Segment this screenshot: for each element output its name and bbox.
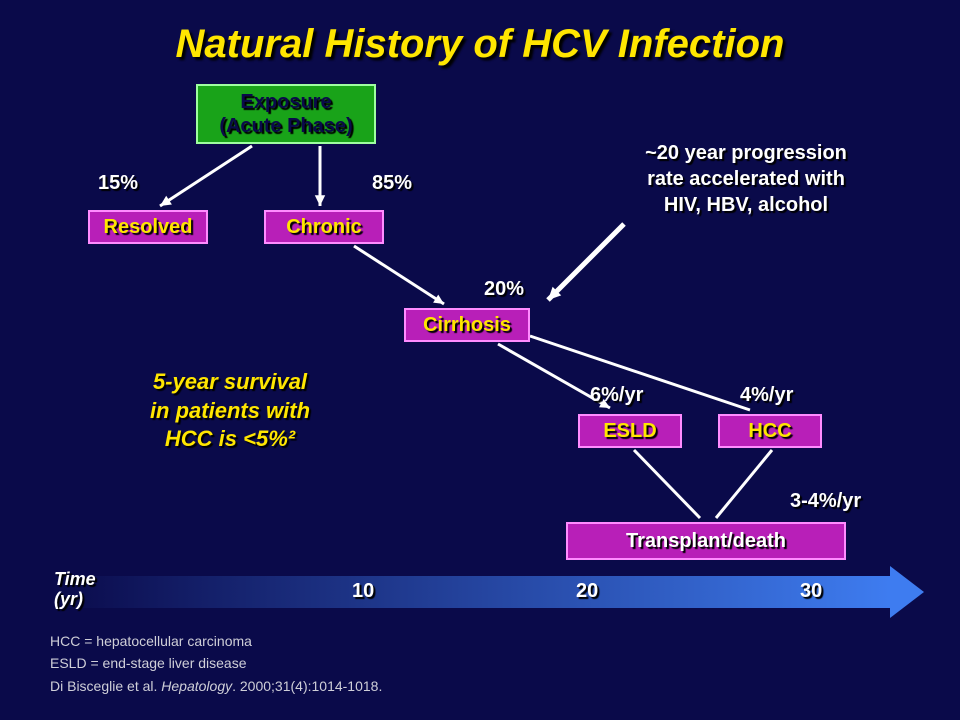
timeline-tick: 30	[800, 580, 822, 603]
timeline-tick: 10	[352, 580, 374, 603]
footnotes: HCC = hepatocellular carcinomaESLD = end…	[50, 630, 382, 697]
footnote-line: Di Bisceglie et al. Hepatology. 2000;31(…	[50, 675, 382, 697]
timeline-axis-label: Time(yr)	[54, 570, 96, 610]
timeline-bar	[50, 576, 890, 608]
timeline: Time(yr) 10 20 30	[0, 0, 960, 720]
footnote-line: HCC = hepatocellular carcinoma	[50, 630, 382, 652]
timeline-arrowhead-icon	[890, 566, 924, 618]
timeline-tick: 20	[576, 580, 598, 603]
footnote-line: ESLD = end-stage liver disease	[50, 652, 382, 674]
